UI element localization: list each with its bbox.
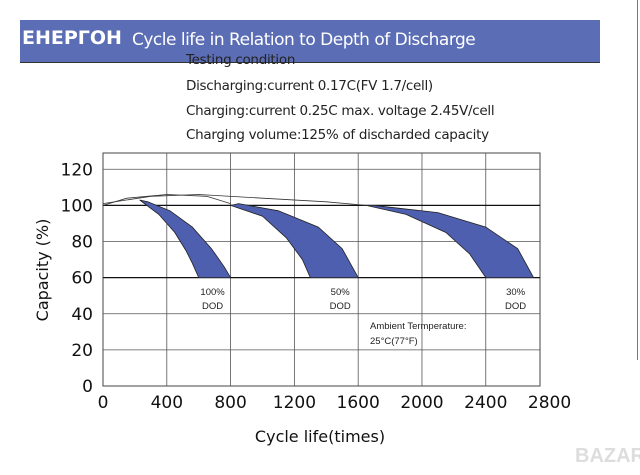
watermark: ЕНЕРГОН xyxy=(22,27,122,49)
x-tick-label: 2000 xyxy=(400,393,443,413)
logo-bazar: BAZAR xyxy=(575,445,640,467)
chart-title: Cycle life in Relation to Depth of Disch… xyxy=(132,30,476,50)
capacity-envelope-line xyxy=(102,194,231,206)
page-border xyxy=(637,0,638,360)
x-tick-label: 400 xyxy=(151,393,183,413)
y-tick-label: 120 xyxy=(61,160,93,180)
y-tick-label: 80 xyxy=(71,233,93,253)
dod-label: DOD xyxy=(505,301,526,312)
condition-discharging: Discharging:current 0.17C(FV 1.7/cell) xyxy=(186,78,433,94)
y-tick-label: 100 xyxy=(61,196,93,216)
condition-charging: Charging:current 0.25C max. voltage 2.45… xyxy=(186,103,495,119)
x-tick-label: 0 xyxy=(98,393,109,413)
dod-band-2 xyxy=(366,204,535,279)
dod-label: DOD xyxy=(202,301,223,312)
annotation-temperature-value: 25°C(77°F) xyxy=(370,336,418,347)
y-tick-label: 60 xyxy=(71,269,93,289)
dod-label: DOD xyxy=(330,301,351,312)
x-axis-label: Cycle life(times) xyxy=(255,427,385,446)
plot-frame xyxy=(102,152,541,387)
x-tick-label: 2400 xyxy=(464,393,507,413)
x-tick-label: 800 xyxy=(214,393,246,413)
condition-volume: Charging volume:125% of discharded capac… xyxy=(186,127,489,143)
x-tick-label: 1600 xyxy=(337,393,380,413)
dod-label: 30% xyxy=(506,287,526,298)
y-tick-label: 20 xyxy=(71,341,93,361)
x-tick-label: 2800 xyxy=(528,393,571,413)
y-axis-label: Capacity (%) xyxy=(33,219,52,322)
capacity-envelope-line xyxy=(102,194,367,206)
dod-label: 100% xyxy=(200,287,225,298)
y-tick-label: 40 xyxy=(71,305,93,325)
y-tick-label: 0 xyxy=(82,377,93,397)
dod-band-0 xyxy=(139,199,232,279)
condition-heading: Testing condition xyxy=(186,52,296,68)
dod-label: 50% xyxy=(331,287,351,298)
x-tick-label: 1200 xyxy=(273,393,316,413)
annotation-temperature: Ambient Termperature: xyxy=(370,321,466,332)
dod-band-1 xyxy=(229,203,359,279)
title-banner xyxy=(20,20,600,63)
